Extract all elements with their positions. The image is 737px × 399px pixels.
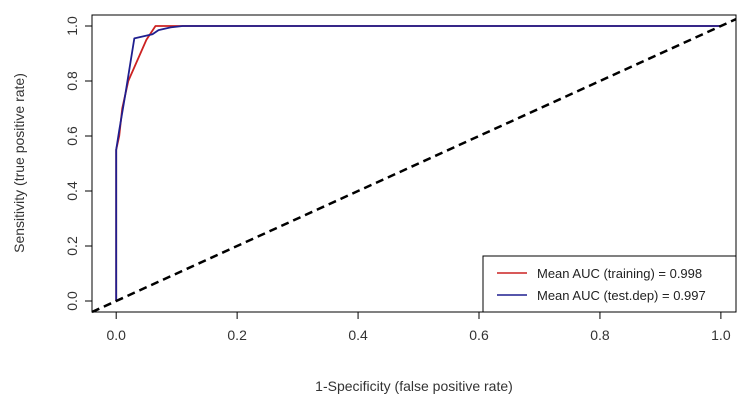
y-tick-label: 1.0	[64, 16, 80, 36]
y-tick-label: 0.2	[64, 236, 80, 256]
roc-curve-test	[115, 25, 721, 301]
legend-box	[482, 255, 737, 313]
legend: Mean AUC (training) = 0.998 Mean AUC (te…	[482, 255, 737, 313]
x-tick-label: 0.0	[106, 327, 126, 343]
x-tick-label: 0.6	[469, 327, 489, 343]
legend-label-test: Mean AUC (test.dep) = 0.997	[537, 288, 706, 303]
y-axis-title: Sensitivity (true positive rate)	[11, 73, 27, 253]
x-tick-label: 0.8	[590, 327, 610, 343]
y-axis: 0.0 0.2 0.4 0.6 0.8 1.0	[64, 16, 92, 311]
y-tick-label: 0.6	[64, 126, 80, 146]
plot-frame	[91, 14, 737, 313]
x-tick-label: 0.2	[227, 327, 247, 343]
y-tick-label: 0.0	[64, 291, 80, 311]
chance-diagonal	[91, 17, 737, 314]
x-tick-label: 0.4	[348, 327, 368, 343]
y-tick-label: 0.4	[64, 181, 80, 201]
x-axis: 0.0 0.2 0.4 0.6 0.8 1.0	[106, 312, 731, 343]
plot-area	[91, 17, 737, 314]
x-tick-label: 1.0	[711, 327, 731, 343]
legend-label-training: Mean AUC (training) = 0.998	[537, 266, 702, 281]
x-axis-title: 1-Specificity (false positive rate)	[315, 378, 513, 394]
y-tick-label: 0.8	[64, 71, 80, 91]
